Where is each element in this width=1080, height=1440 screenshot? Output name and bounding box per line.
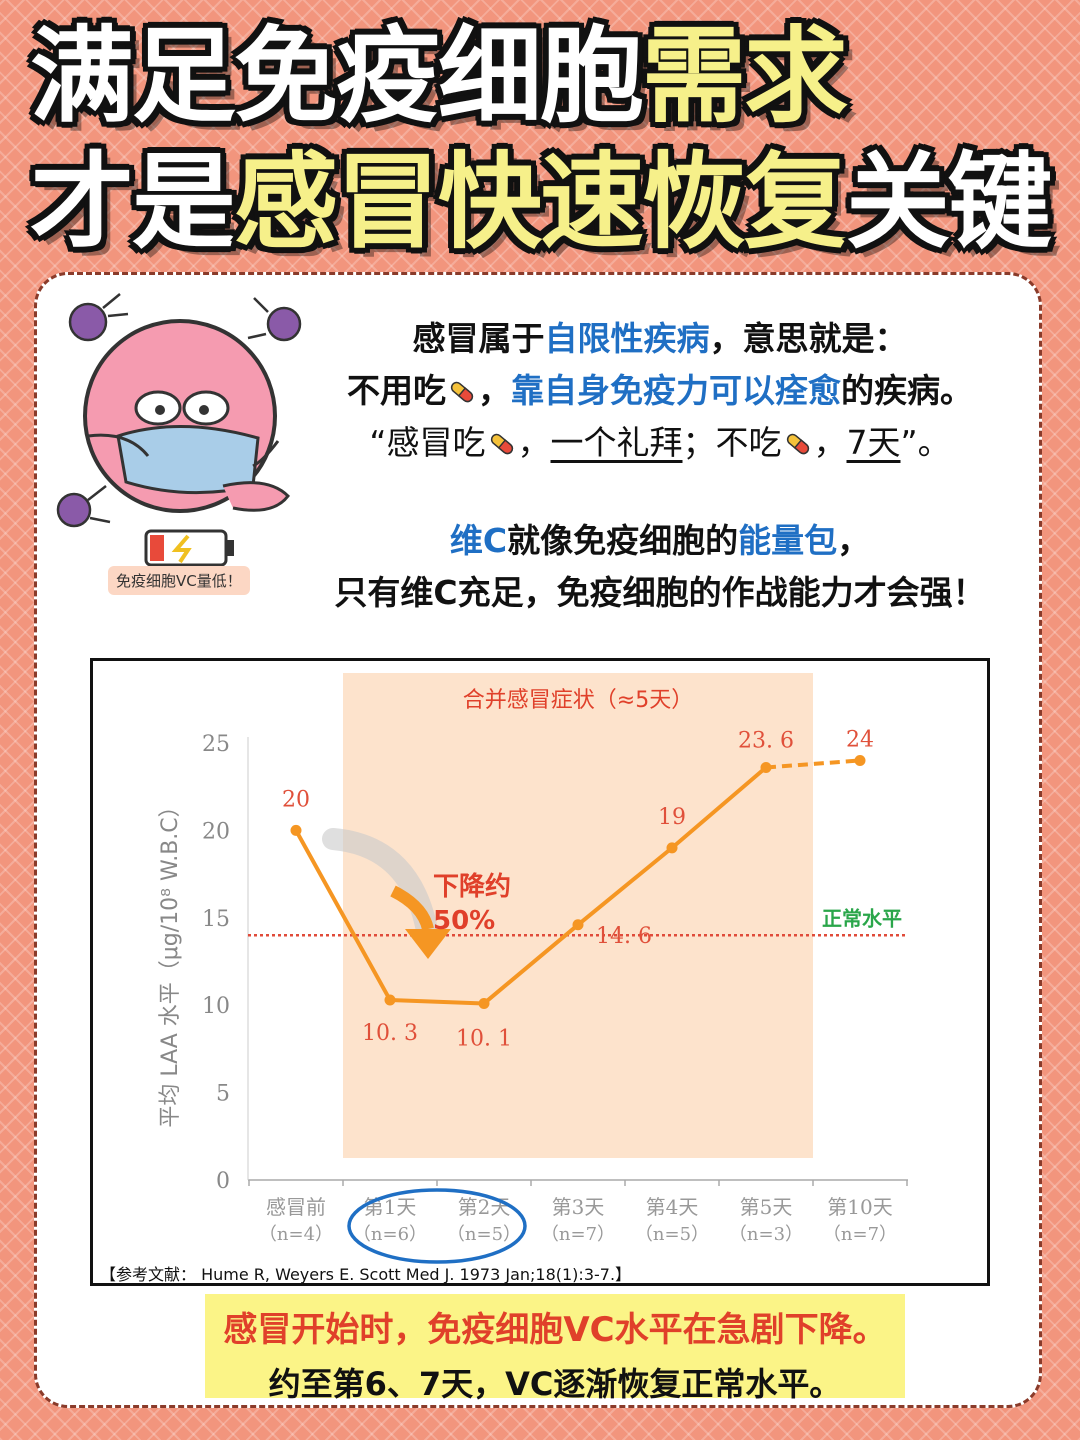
intro-text: “感冒吃 (369, 423, 486, 462)
headline-part: 才是 (30, 141, 236, 263)
headline-part: 满足免疫细胞 (30, 15, 644, 137)
intro-text: ， (813, 423, 847, 462)
drop-arrow-shaft (390, 885, 434, 931)
headline-highlight: 需求 (642, 15, 848, 137)
x-sample-size: （n=4） (259, 1224, 333, 1245)
x-tick-label: 第2天 (458, 1195, 511, 1219)
data-label: 10. 1 (456, 1026, 512, 1051)
x-sample-size: （n=6） (353, 1224, 427, 1245)
x-tick-label: 第4天 (646, 1195, 699, 1219)
intro-text: 的疾病。 (841, 371, 973, 410)
data-label: 10. 3 (362, 1021, 418, 1046)
reference-citation: 【参考文献： Hume R, Weyers E. Scott Med J. 19… (100, 1265, 632, 1284)
data-label: 14. 6 (596, 924, 652, 949)
intro-line-4: 维C就像免疫细胞的能量包， (300, 514, 1020, 562)
headline-line-2: 才是感冒快速恢复关键 (30, 150, 1060, 254)
data-point (572, 919, 584, 931)
y-axis-label: 平均 LAA 水平（μg/10⁸ W.B.C） (158, 795, 183, 1127)
series-line (294, 765, 768, 1006)
data-point (478, 997, 490, 1009)
intro-line-5: 只有维C充足，免疫细胞的作战能力才会强！ (334, 573, 986, 612)
headline-part: 关键 (846, 141, 1052, 263)
conclusion-line-1: 感冒开始时，免疫细胞VC水平在急剧下降。 (223, 1310, 887, 1350)
intro-text: 感冒属于 (412, 319, 545, 358)
x-sample-size: （n=7） (541, 1224, 615, 1245)
intro-text: ， (478, 371, 511, 410)
intro-text: 不用吃 (347, 371, 446, 410)
pill-icon (786, 433, 809, 455)
data-point (666, 842, 678, 854)
y-tick-label: 20 (202, 819, 230, 844)
y-tick-label: 25 (202, 732, 230, 757)
headline-line-1: 满足免疫细胞需求 (30, 24, 1060, 128)
x-sample-size: （n=5） (635, 1224, 709, 1245)
intro-highlight: 能量包 (738, 521, 838, 560)
x-sample-size: （n=5） (447, 1224, 521, 1245)
chart-frame: 合并感冒症状（≈5天） 0 5 10 15 20 25 平均 LAA 水平（μg/10⁸ W.… (90, 658, 990, 1286)
drop-annotation-line-2: 50% (433, 906, 495, 936)
data-point (854, 754, 866, 766)
data-point (290, 824, 302, 836)
intro-underlined: 一个礼拜 (550, 423, 683, 462)
y-tick-label: 15 (202, 907, 230, 932)
highlight-circle (347, 1188, 527, 1264)
x-tick-label: 第3天 (552, 1195, 605, 1219)
intro-text: ”。 (900, 423, 951, 462)
y-tick-label: 0 (216, 1169, 230, 1194)
drop-arrow-head (405, 929, 451, 959)
x-tick-label: 第1天 (364, 1195, 417, 1219)
headline-highlight: 感冒快速恢复 (234, 141, 848, 263)
symptom-band-label: 合并感冒症状（≈5天） (463, 688, 693, 713)
y-tick-label: 5 (216, 1082, 230, 1107)
low-vc-badge: 免疫细胞VC量低！ (108, 566, 250, 595)
drop-annotation-line-1: 下降约 (433, 871, 511, 902)
conclusion-box: 感冒开始时，免疫细胞VC水平在急剧下降。 约至第6、7天，VC逐渐恢复正常水平。 (205, 1294, 905, 1403)
intro-line-2: 不用吃 ，靠自身免疫力可以痊愈的疾病。 (300, 364, 1020, 412)
x-sample-size: （n=7） (823, 1224, 897, 1245)
data-label: 19 (658, 805, 686, 830)
intro-line-3: “感冒吃 ，一个礼拜；不吃 ，7天”。 (300, 416, 1020, 464)
data-point (760, 761, 772, 773)
intro-text: ；不吃 (682, 423, 782, 462)
intro-underlined: 7天 (846, 423, 901, 462)
x-tick-label: 第10天 (827, 1195, 892, 1219)
intro-highlight: 维C (449, 521, 508, 560)
intro-text: ，意思就是： (709, 319, 908, 358)
data-label: 24 (846, 727, 874, 752)
normal-level-label: 正常水平 (822, 906, 902, 930)
pill-icon (450, 381, 474, 403)
data-label: 20 (282, 787, 310, 812)
intro-text: ， (517, 423, 551, 462)
x-tick-label: 第5天 (740, 1195, 793, 1219)
intro-highlight: 靠自身免疫力可以痊愈 (511, 371, 841, 410)
pill-icon (490, 433, 513, 455)
sick-cell-mascot-icon (56, 293, 302, 567)
x-tick-label: 感冒前 (266, 1195, 326, 1219)
intro-text: 就像免疫细胞的 (507, 521, 739, 560)
laa-line-chart: 合并感冒症状（≈5天） 0 5 10 15 20 25 平均 LAA 水平（μg/10⁸ W.… (158, 673, 908, 1264)
intro-line-1: 感冒属于自限性疾病，意思就是： (300, 312, 1020, 360)
x-sample-size: （n=3） (729, 1224, 803, 1245)
y-tick-label: 10 (202, 994, 230, 1019)
conclusion-line-2: 约至第6、7天，VC逐渐恢复正常水平。 (268, 1365, 842, 1403)
data-label: 23. 6 (738, 728, 794, 753)
data-point (384, 994, 396, 1006)
intro-text: ， (837, 521, 871, 560)
intro-highlight: 自限性疾病 (544, 319, 710, 358)
